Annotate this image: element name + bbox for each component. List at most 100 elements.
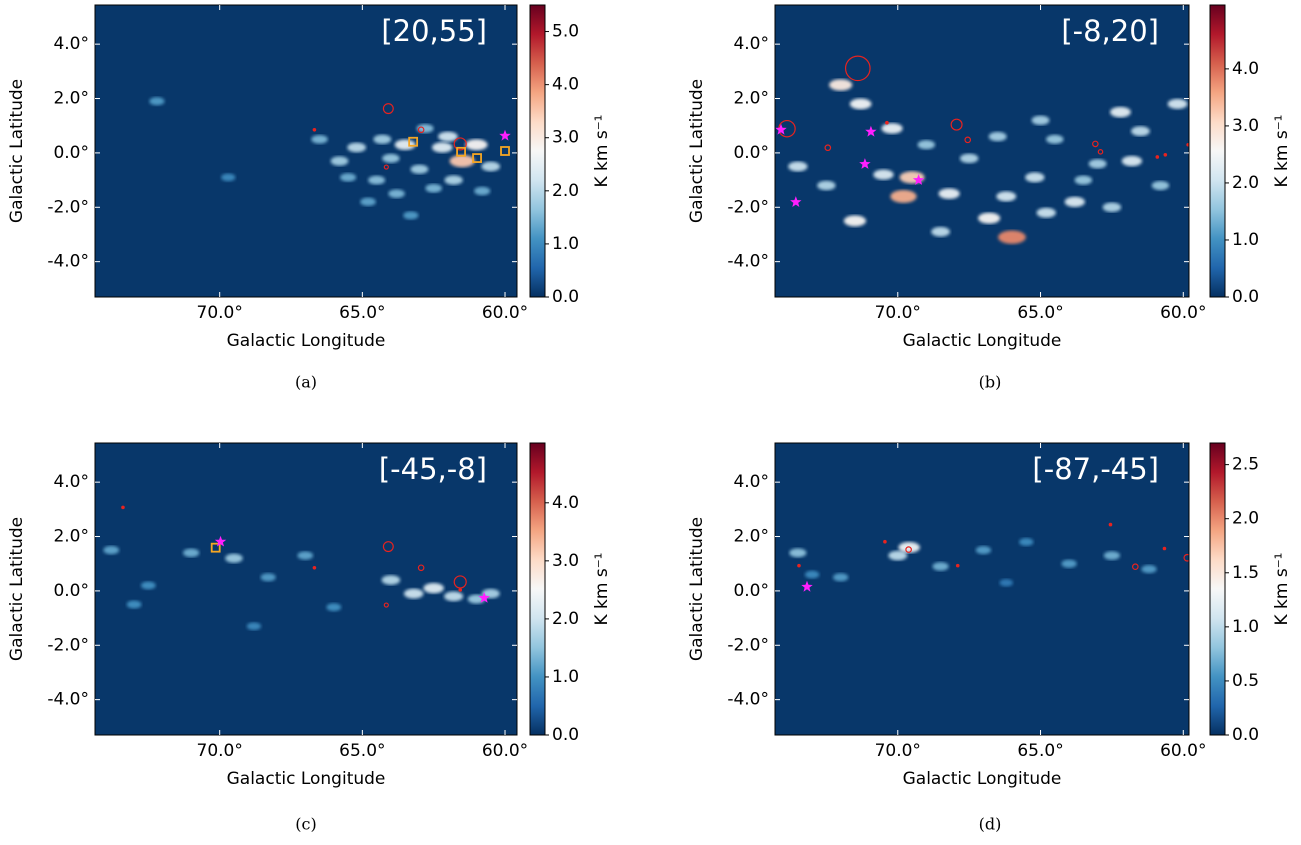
- y-tick-label: -2.0°: [727, 197, 769, 217]
- source-circle: [1132, 563, 1139, 571]
- source-circle: [964, 136, 972, 144]
- y-tick-label: 2.0°: [53, 527, 89, 547]
- emission-clump: [833, 573, 849, 582]
- emission-clump: [183, 548, 200, 558]
- colorbar-label: K km s⁻¹: [592, 114, 612, 187]
- colorbar-tick-label: 2.0: [552, 609, 579, 629]
- emission-clump: [849, 98, 872, 110]
- source-dot: [1108, 522, 1113, 527]
- y-tick-label: 4.0°: [53, 34, 89, 54]
- colorbar-label: K km s⁻¹: [1272, 552, 1292, 625]
- emission-clump: [1074, 175, 1093, 185]
- emission-clump: [326, 603, 342, 612]
- y-tick-label: -4.0°: [47, 690, 89, 710]
- colorbar-tick-label: 0.0: [552, 725, 579, 745]
- x-tick-label: 60.0°: [482, 303, 528, 323]
- y-tick-label: -2.0°: [47, 635, 89, 655]
- map-panel: [775, 5, 1189, 297]
- emission-clump: [881, 123, 903, 134]
- colorbar-tick-label: 0.5: [1232, 671, 1259, 691]
- emission-clump: [959, 153, 979, 164]
- source-star: [859, 158, 871, 169]
- source-star: [775, 123, 787, 135]
- source-star: [865, 125, 877, 137]
- emission-clump: [368, 175, 386, 185]
- emission-clump: [221, 173, 236, 182]
- y-tick-label: 0.0°: [53, 143, 89, 163]
- source-star: [801, 580, 813, 592]
- x-tick-label: 70.0°: [197, 303, 243, 323]
- map-panel: [775, 443, 1189, 735]
- emission-clump: [410, 164, 429, 174]
- emission-clump: [888, 550, 908, 561]
- source-circle: [382, 541, 394, 553]
- emission-clump: [360, 197, 376, 207]
- colorbar-tick-label: 4.0: [1232, 59, 1259, 79]
- y-tick-label: 2.0°: [733, 527, 769, 547]
- emission-clump: [311, 134, 328, 144]
- emission-clump: [444, 175, 463, 185]
- source-circle: [453, 137, 467, 151]
- colorbar-tick-label: 5.0: [552, 22, 579, 42]
- source-square: [472, 153, 482, 163]
- panel-title: [-8,20]: [1061, 14, 1159, 48]
- source-dot: [797, 563, 801, 568]
- emission-clump: [1103, 551, 1121, 560]
- caption: (b): [979, 373, 1002, 392]
- emission-clump: [829, 79, 853, 91]
- plot-frame: [774, 442, 1190, 736]
- emission-clump: [1046, 134, 1064, 144]
- x-tick-label: 70.0°: [875, 303, 921, 323]
- y-axis-label: Galactic Latitude: [687, 517, 707, 661]
- y-tick-label: -4.0°: [47, 252, 89, 272]
- colorbar-tick-label: 0.0: [1232, 725, 1259, 745]
- colorbar-tick-label: 4.0: [552, 493, 579, 513]
- source-dot: [1155, 155, 1160, 159]
- colorbar-tick-label: 1.0: [552, 234, 579, 254]
- source-circle: [844, 55, 871, 82]
- emission-clump: [1036, 207, 1056, 218]
- x-axis-label: Galactic Longitude: [227, 769, 386, 789]
- y-axis-label: Galactic Latitude: [7, 79, 27, 223]
- x-tick-label: 60.0°: [1160, 303, 1206, 323]
- source-circle: [905, 546, 912, 553]
- emission-clump: [1141, 565, 1157, 574]
- emission-clump: [347, 142, 367, 153]
- emission-clump: [978, 212, 1001, 224]
- emission-clump: [1121, 155, 1143, 167]
- colorbar: [529, 442, 546, 736]
- emission-clump: [373, 134, 392, 144]
- source-star: [478, 592, 490, 603]
- colorbar-tick-label: 1.0: [1232, 230, 1259, 250]
- emission-clump: [449, 154, 475, 168]
- source-star: [214, 535, 227, 547]
- panel-title: [-45,-8]: [379, 452, 487, 486]
- colorbar: [1209, 442, 1226, 736]
- emission-clump: [998, 230, 1026, 244]
- y-tick-label: -4.0°: [727, 690, 769, 710]
- emission-clump: [330, 156, 349, 166]
- emission-clump: [423, 582, 444, 594]
- source-circle: [383, 602, 389, 608]
- emission-clump: [474, 186, 491, 196]
- emission-clump: [932, 562, 949, 571]
- colorbar-tick-label: 2.0: [1232, 173, 1259, 193]
- source-dot: [1186, 142, 1189, 147]
- source-star: [499, 129, 511, 141]
- map-background: [775, 5, 1189, 297]
- x-tick-label: 70.0°: [197, 741, 243, 761]
- emission-clump: [1131, 126, 1150, 137]
- emission-clump: [416, 123, 434, 133]
- emission-clump: [403, 211, 419, 220]
- source-dot: [1162, 546, 1167, 551]
- x-axis-label: Galactic Longitude: [903, 331, 1062, 351]
- source-square: [210, 542, 221, 553]
- plot-frame: [94, 442, 518, 736]
- emission-clump: [1102, 202, 1122, 213]
- y-tick-label: 0.0°: [53, 581, 89, 601]
- y-tick-label: 4.0°: [53, 472, 89, 492]
- y-axis-label: Galactic Latitude: [687, 79, 707, 223]
- x-axis-label: Galactic Longitude: [227, 331, 386, 351]
- source-dot: [1163, 153, 1168, 157]
